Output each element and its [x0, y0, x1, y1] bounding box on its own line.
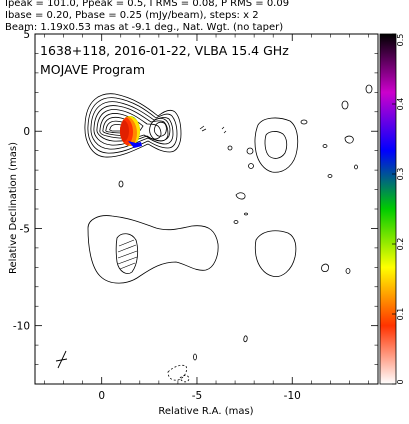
- jet-knot-contour-1: [254, 117, 299, 173]
- isolated-contour-11: [327, 174, 333, 178]
- colorbar: [379, 33, 397, 385]
- knot-contour-2: [153, 121, 167, 137]
- lower-hatched-outline: [115, 233, 139, 274]
- colorbar-tick-label: 0.5: [396, 34, 405, 47]
- axis-ticks: 0 -5 -10 5 0 -5 -10: [13, 29, 378, 402]
- x-axis-label: Relative R.A. (mas): [158, 406, 253, 417]
- colorbar-tick-label: 0.1: [396, 308, 405, 321]
- isolated-contour-8: [235, 192, 246, 200]
- isolated-contour-13: [244, 212, 248, 216]
- isolated-contour-6: [300, 119, 308, 125]
- jet-knot-contours: [118, 84, 373, 224]
- isolated-contour-15: [199, 125, 207, 132]
- beam-cross: [55, 350, 68, 369]
- core-contour-3: [90, 101, 174, 150]
- lower-core-contour: [87, 215, 219, 284]
- colorbar-tick-label: 0.4: [396, 98, 405, 111]
- isolated-contour-12: [233, 220, 239, 224]
- colorbar-tick-label: 0: [396, 379, 405, 384]
- core-contour-4: [93, 105, 169, 146]
- plot-frame: [34, 33, 379, 385]
- lower-small-contour-2: [345, 268, 351, 274]
- core-contour-2: [87, 97, 178, 154]
- y-tick-label: -5: [20, 223, 30, 235]
- header-line-2: Ibase = 0.20, Pbase = 0.25 (mJy/beam), s…: [5, 10, 259, 21]
- isolated-contour-10: [322, 144, 328, 148]
- y-tick-label: 5: [23, 29, 30, 41]
- lower-hatching: [117, 239, 138, 270]
- y-axis-label: Relative Declination (mas): [8, 142, 19, 274]
- map-layer: [55, 84, 373, 383]
- x-tick-label: -5: [192, 390, 202, 402]
- knot-contour-1: [149, 118, 171, 142]
- colorbar-tick-label: 0.3: [396, 168, 405, 181]
- header-line-3: Beam: 1.19x0.53 mas at -9.1 deg., Nat. W…: [5, 22, 283, 33]
- lower-small-contour-4: [243, 335, 248, 343]
- header-line-1: Ipeak = 101.0, Ppeak = 0.5, I RMS = 0.08…: [5, 0, 289, 9]
- isolated-contour-1: [246, 147, 254, 155]
- isolated-contour-4: [118, 180, 124, 188]
- isolated-contour-7: [365, 84, 373, 94]
- jet-knot-contour-2: [264, 131, 288, 159]
- lower-contours: [87, 215, 351, 383]
- x-tick-label: 0: [98, 390, 105, 402]
- core-contour-1: [84, 93, 182, 158]
- chart-title: 1638+118, 2016-01-22, VLBA 15.4 GHz: [40, 43, 289, 58]
- y-tick-label: 0: [23, 126, 30, 138]
- lower-dashed-contour-1: [167, 364, 187, 381]
- lower-dashed-contour-2: [179, 375, 190, 383]
- y-tick-label: -10: [13, 321, 30, 333]
- chart-subtitle: MOJAVE Program: [40, 62, 145, 77]
- lower-small-contour-3: [193, 353, 197, 361]
- isolated-contour-2: [248, 163, 254, 169]
- isolated-contour-9: [344, 135, 354, 144]
- isolated-contour-14: [354, 164, 358, 170]
- isolated-contour-3: [227, 145, 233, 151]
- lower-knot-contour: [254, 230, 297, 277]
- colorbar-tick-label: 0.2: [396, 238, 405, 251]
- polarized-core-blue-edge: [128, 141, 142, 148]
- colorbar-ticks: 0 0.1 0.2 0.3 0.4 0.5: [392, 34, 405, 385]
- isolated-contour-5: [341, 100, 349, 110]
- x-tick-label: -10: [284, 390, 301, 402]
- lower-small-contour-1: [321, 263, 329, 273]
- isolated-contour-16: [221, 126, 227, 134]
